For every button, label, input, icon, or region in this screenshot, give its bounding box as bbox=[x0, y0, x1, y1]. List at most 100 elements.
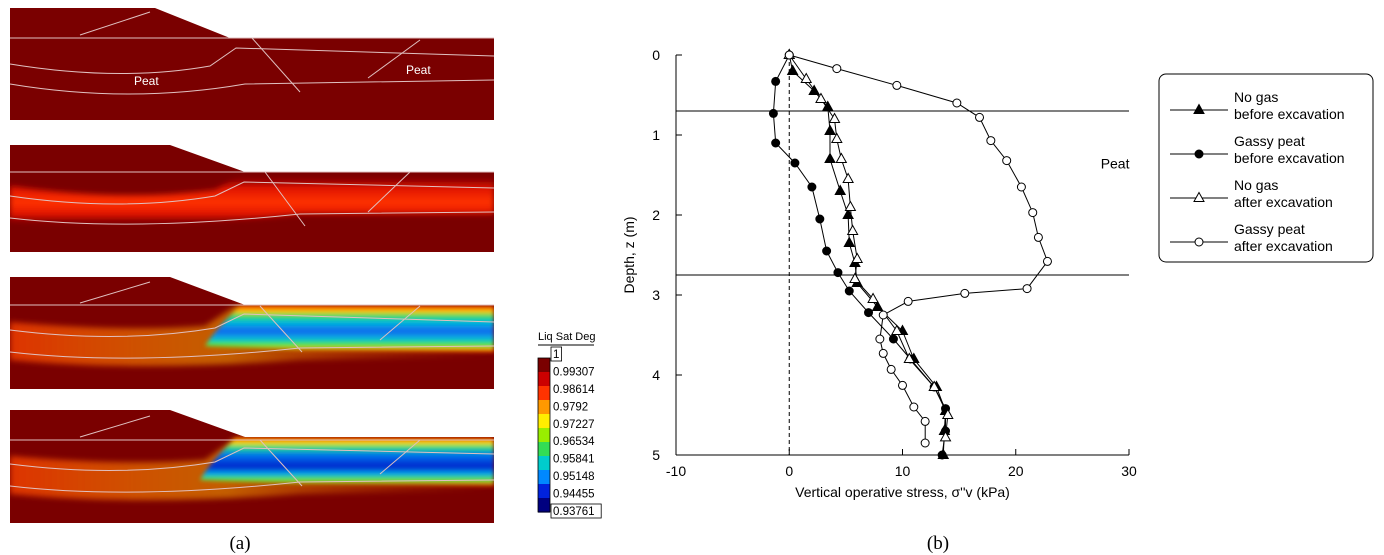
y-tick-label: 4 bbox=[652, 367, 660, 383]
series-line bbox=[788, 54, 949, 438]
data-point bbox=[1193, 191, 1205, 202]
peat-label-left: Peat bbox=[134, 74, 159, 88]
colorbar-label: 0.9792 bbox=[553, 401, 588, 413]
data-point bbox=[937, 450, 947, 460]
colorbar-label: 0.93761 bbox=[553, 506, 595, 518]
data-point bbox=[975, 112, 985, 122]
data-point bbox=[822, 246, 832, 256]
colorbar-labels: 1 0.99307 0.98614 0.9792 0.97227 0.96534 0.958… bbox=[550, 346, 602, 519]
data-point bbox=[800, 72, 813, 83]
contour-panel-4 bbox=[9, 410, 495, 523]
colorbar-swatch bbox=[538, 386, 550, 401]
colorbar-swatch bbox=[538, 414, 550, 429]
saturation-band bbox=[10, 174, 494, 226]
desaturation-plume bbox=[205, 306, 494, 352]
data-point bbox=[1194, 237, 1204, 247]
data-point bbox=[903, 296, 913, 306]
data-point bbox=[1028, 208, 1038, 218]
colorbar-swatch bbox=[538, 498, 550, 513]
series-line bbox=[788, 54, 947, 456]
data-point bbox=[771, 76, 781, 86]
legend-frame bbox=[1158, 73, 1374, 263]
colorbar-swatch bbox=[538, 442, 550, 457]
legend-label-line2: after excavation bbox=[1234, 194, 1333, 210]
data-point bbox=[790, 158, 800, 168]
data-point bbox=[909, 402, 919, 412]
soil-domain bbox=[10, 8, 494, 120]
data-point bbox=[830, 132, 843, 143]
data-point bbox=[815, 92, 827, 103]
colorbar-swatch bbox=[538, 400, 550, 415]
colorbar-extreme-box bbox=[550, 503, 602, 519]
legend-label-line2: before excavation bbox=[1234, 106, 1345, 122]
desaturation-plume bbox=[200, 438, 494, 486]
colorbar-swatch bbox=[538, 456, 550, 471]
data-point bbox=[939, 430, 952, 442]
data-point bbox=[1022, 284, 1032, 294]
data-point bbox=[786, 64, 799, 75]
data-point bbox=[952, 98, 962, 108]
data-point bbox=[835, 152, 848, 163]
peat-label-right: Peat bbox=[406, 63, 431, 77]
mesh-lines bbox=[9, 281, 495, 359]
legend-label: No gas bbox=[1234, 177, 1278, 193]
panel-label-b: (b) bbox=[927, 533, 949, 554]
series-4 bbox=[784, 50, 1052, 448]
data-point bbox=[842, 172, 854, 183]
colorbar-label: 0.96534 bbox=[553, 436, 595, 448]
colorbar-swatch bbox=[538, 372, 550, 387]
data-point bbox=[875, 334, 885, 344]
data-point bbox=[849, 272, 861, 283]
data-point bbox=[784, 50, 794, 60]
y-tick-label: 0 bbox=[652, 47, 660, 63]
x-tick-label: 10 bbox=[895, 463, 911, 479]
data-point bbox=[771, 138, 781, 148]
contour-panel-3 bbox=[9, 277, 495, 389]
legend-label: Gassy peat bbox=[1234, 133, 1305, 149]
data-point bbox=[851, 252, 864, 263]
series-2 bbox=[768, 50, 951, 460]
data-point bbox=[888, 334, 898, 344]
colorbar-title: Liq Sat Deg bbox=[538, 331, 595, 343]
data-point bbox=[768, 108, 778, 118]
x-tick-label: -10 bbox=[666, 463, 686, 479]
peat-annotation: Peat bbox=[1101, 156, 1130, 172]
data-point bbox=[920, 416, 930, 426]
x-axis-label: Vertical operative stress, σ''v (kPa) bbox=[795, 484, 1010, 500]
data-point bbox=[898, 380, 907, 390]
data-point bbox=[960, 288, 970, 298]
colorbar-swatch bbox=[538, 428, 550, 443]
x-tick-label: 30 bbox=[1121, 463, 1137, 479]
data-point bbox=[864, 308, 874, 318]
colorbar-label: 0.94455 bbox=[553, 489, 595, 501]
data-point bbox=[846, 224, 859, 235]
series-3 bbox=[783, 48, 954, 442]
colorbar-label: 0.95841 bbox=[553, 454, 595, 466]
series-line bbox=[789, 54, 1049, 443]
data-point bbox=[878, 310, 888, 320]
contour-panel-2 bbox=[9, 145, 495, 252]
chart-axes: -10 0 10 20 30 0 1 2 3 4 5 bbox=[652, 47, 1137, 479]
legend-label-line2: before excavation bbox=[1234, 150, 1345, 166]
data-point bbox=[1002, 156, 1012, 166]
data-point bbox=[986, 136, 996, 146]
colorbar-label: 1 bbox=[553, 349, 559, 361]
colorbar: Liq Sat Deg 1 0.99307 0.98614 0.9792 0.97227… bbox=[537, 331, 602, 519]
data-point bbox=[844, 200, 857, 211]
colorbar-swatch bbox=[538, 484, 550, 499]
data-point bbox=[903, 352, 916, 363]
legend-label: No gas bbox=[1234, 89, 1278, 105]
colorbar-outline bbox=[537, 357, 551, 513]
x-tick-label: 0 bbox=[785, 463, 793, 479]
y-axis-label: Depth, z (m) bbox=[621, 216, 637, 293]
colorbar-swatches bbox=[537, 357, 551, 513]
chart-series bbox=[768, 48, 1052, 460]
data-point bbox=[1016, 182, 1026, 192]
y-tick-label: 2 bbox=[652, 207, 660, 223]
legend-label: Gassy peat bbox=[1234, 221, 1305, 237]
